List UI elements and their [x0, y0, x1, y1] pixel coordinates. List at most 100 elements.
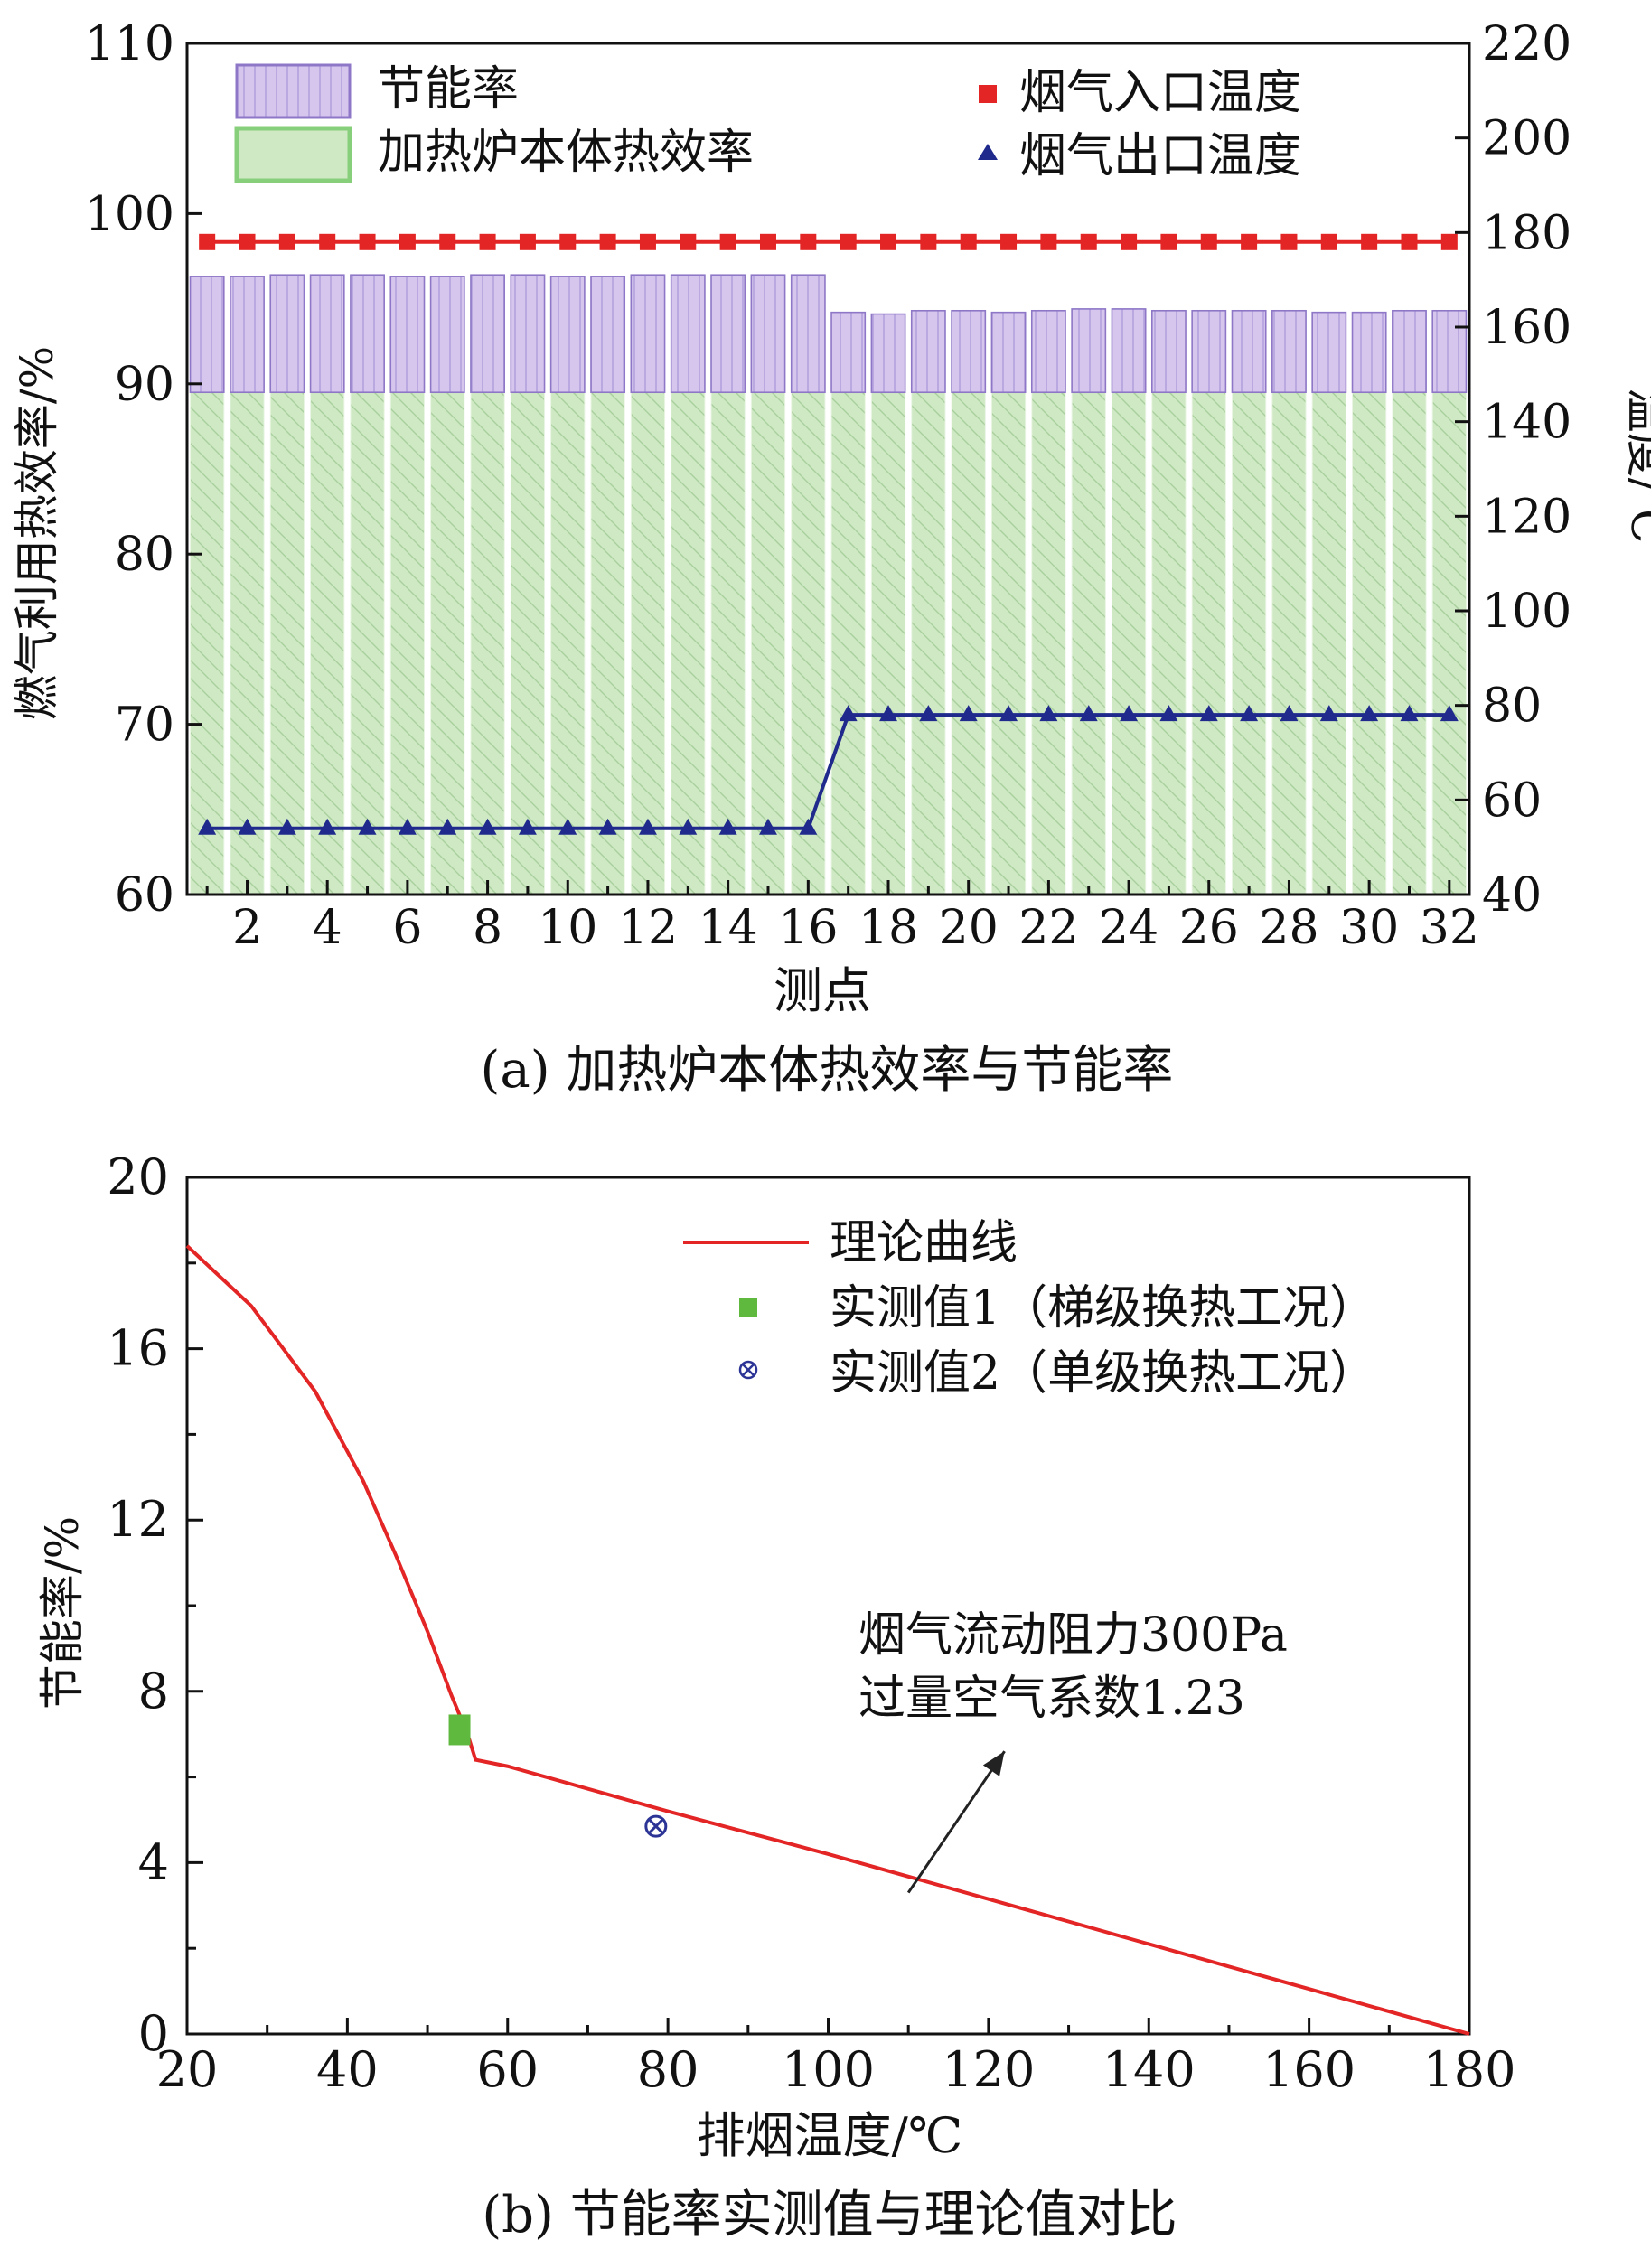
point-inlet: [880, 233, 897, 250]
point-outlet: [919, 705, 938, 722]
point-inlet: [920, 233, 937, 250]
bar-efficiency: [230, 391, 265, 895]
point-outlet: [1360, 705, 1379, 722]
bar-efficiency: [550, 391, 586, 895]
bar-saving: [230, 276, 265, 394]
point-inlet: [1320, 233, 1337, 250]
annotation-line-1: 烟气流动阻力300Pa: [858, 1608, 1288, 1663]
bar-saving: [350, 274, 385, 394]
panel-b-chart: 20 40 60 80 100 120 140 160 180 0 4 8 12 16 20 理论曲线 实测…: [36, 1148, 1516, 2245]
point-inlet: [278, 233, 295, 250]
y2-tick-label: 140: [1482, 396, 1571, 450]
x-tick-label: 40: [316, 2041, 379, 2098]
point-outlet: [879, 705, 898, 722]
point-outlet: [679, 818, 698, 835]
point-inlet: [479, 233, 496, 250]
bar-saving: [1231, 309, 1267, 394]
bar-efficiency: [310, 391, 345, 895]
panel-b-legend: 理论曲线 实测值1（梯级换热工况） 实测值2（单级换热工况）: [683, 1216, 1376, 1401]
y-tick-label: 70: [115, 698, 174, 753]
panel-a-axes: 6070809010011040608010012014016018020022…: [85, 17, 1572, 955]
bar-saving: [951, 309, 987, 394]
bar-efficiency: [911, 391, 946, 895]
bar-saving: [670, 274, 706, 394]
bar-saving: [549, 276, 586, 394]
bar-efficiency: [1311, 391, 1346, 895]
point-inlet: [680, 233, 697, 250]
y-tick-label: 12: [107, 1491, 169, 1548]
bar-efficiency: [190, 391, 225, 895]
legend-label-inlet: 烟气入口温度: [1019, 66, 1301, 120]
x-tick-label: 12: [618, 901, 678, 955]
point-outlet: [1240, 705, 1259, 722]
legend-marker-measured2: [738, 1360, 758, 1380]
annotation-arrow-head: [982, 1751, 1005, 1776]
point-inlet: [1241, 233, 1258, 250]
bar-saving: [470, 274, 506, 394]
y2-tick-label: 60: [1482, 773, 1542, 828]
legend-marker-measured1: [739, 1298, 757, 1317]
x-tick-label: 8: [473, 901, 502, 955]
panel-a-y-axis-title: 燃气利用热效率/%: [11, 346, 63, 720]
bar-saving: [710, 274, 746, 394]
point-inlet: [1361, 233, 1378, 250]
series-line-theory: [185, 1244, 1470, 2036]
panel-a-frame: [185, 42, 1471, 896]
legend-label-theory: 理论曲线: [830, 1216, 1018, 1270]
point-outlet: [198, 818, 217, 835]
point-outlet: [959, 705, 978, 722]
y-tick-label: 90: [115, 358, 174, 412]
bar-saving: [269, 274, 305, 394]
bar-saving: [830, 311, 867, 394]
y-tick-label: 110: [85, 17, 174, 71]
x-tick-label: 4: [313, 901, 342, 955]
bar-efficiency: [1111, 391, 1147, 895]
point-inlet: [239, 233, 256, 250]
y2-tick-label: 180: [1482, 206, 1571, 260]
point-outlet: [1319, 705, 1338, 722]
point-outlet: [358, 818, 377, 835]
point-outlet: [438, 818, 457, 835]
point-outlet: [839, 705, 858, 722]
point-inlet: [199, 233, 216, 250]
x-tick-label: 140: [1102, 2041, 1196, 2098]
x-tick-label: 20: [156, 2041, 219, 2098]
bar-saving: [309, 274, 345, 394]
point-inlet: [639, 233, 656, 250]
annotation-line-2: 过量空气系数1.23: [858, 1672, 1245, 1726]
bar-efficiency: [750, 391, 786, 895]
point-inlet: [399, 233, 416, 250]
point-inlet: [840, 233, 857, 250]
y-tick-label: 8: [138, 1663, 169, 1720]
point-inlet: [1040, 233, 1057, 250]
bar-saving: [750, 274, 786, 394]
panel-b-axes: 20 40 60 80 100 120 140 160 180 0 4 8 12 16 20: [107, 1148, 1515, 2098]
point-inlet: [1440, 233, 1458, 250]
y2-tick-label: 80: [1482, 679, 1542, 734]
panel-a-chart: 6070809010011040608010012014016018020022…: [11, 17, 1651, 1100]
point-outlet: [718, 818, 737, 835]
bar-efficiency: [1151, 391, 1187, 895]
legend-label-saving: 节能率: [378, 62, 519, 117]
point-outlet: [1440, 705, 1459, 722]
panel-a-temperature-lines: [198, 233, 1459, 835]
y2-tick-label: 200: [1482, 112, 1571, 166]
x-tick-label: 14: [699, 901, 758, 955]
point-inlet: [359, 233, 376, 250]
point-inlet: [719, 233, 736, 250]
point-inlet: [1080, 233, 1097, 250]
panel-a-y2-axis-title: 温度/℃: [1621, 388, 1651, 544]
bar-saving: [1351, 311, 1387, 394]
x-tick-label: 6: [392, 901, 422, 955]
point-measured2: [644, 1814, 668, 1838]
bar-saving: [1030, 309, 1066, 394]
bar-efficiency: [830, 391, 866, 895]
point-outlet: [799, 818, 818, 835]
bar-saving: [990, 311, 1027, 394]
legend-marker-outlet: [978, 144, 998, 160]
point-inlet: [1000, 233, 1018, 250]
bar-efficiency: [1071, 391, 1106, 895]
x-tick-label: 180: [1422, 2041, 1515, 2098]
panel-b-y-axis-title: 节能率/%: [36, 1516, 89, 1710]
x-tick-label: 160: [1262, 2041, 1356, 2098]
